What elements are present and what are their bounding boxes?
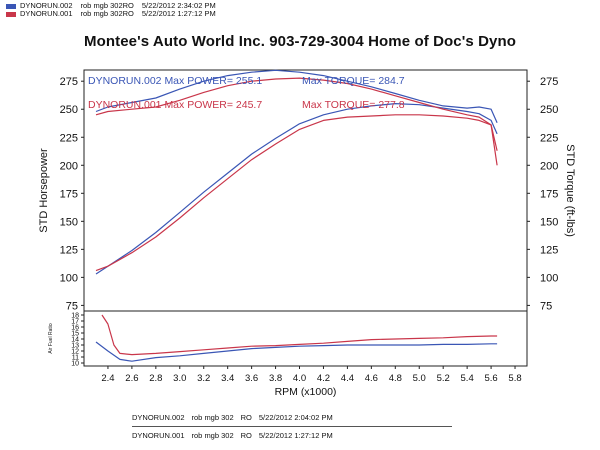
afr-y-tick-label: 13 [71, 343, 79, 350]
y-tick-label-right: 275 [540, 76, 558, 88]
x-tick-label: 4.0 [293, 373, 306, 384]
afr-y-tick-label: 15 [71, 331, 79, 338]
afr-y-tick-label: 12 [71, 349, 79, 356]
y-tick-label-right: 175 [540, 188, 558, 200]
x-tick-label: 5.6 [484, 373, 497, 384]
x-tick-label: 4.2 [317, 373, 330, 384]
y-axis-label-right: STD Torque (ft-lbs) [564, 144, 576, 237]
x-tick-label: 3.8 [269, 373, 282, 384]
summary-code: RO [240, 413, 252, 422]
afr-y-tick-label: 16 [71, 325, 79, 332]
legend-run-name: DYNORUN.002 [20, 1, 73, 10]
legend-run-name: DYNORUN.001 [20, 9, 73, 18]
summary-code: RO [240, 431, 252, 440]
y-tick-label-right: 250 [540, 104, 558, 116]
y-tick-label-right: 225 [540, 132, 558, 144]
chart-title: Montee's Auto World Inc. 903-729-3004 Ho… [84, 33, 516, 50]
legend-swatch [6, 11, 16, 17]
y-tick-label-right: 200 [540, 160, 558, 172]
legend-run-datetime: 5/22/2012 2:34:02 PM [141, 1, 216, 10]
x-tick-label: 4.6 [365, 373, 378, 384]
x-tick-label: 2.6 [125, 373, 138, 384]
summary-datetime: 5/22/2012 2:04:02 PM [258, 413, 333, 422]
legend-run-desc: rob mgb 302RO [80, 1, 134, 10]
summary-row-run-002: DYNORUN.002 rob mgb 302 RO 5/22/2012 2:0… [132, 409, 452, 427]
y-tick-label-left: 125 [60, 244, 78, 256]
x-tick-label: 2.8 [149, 373, 162, 384]
y-tick-label-left: 225 [60, 132, 78, 144]
y-tick-label-right: 125 [540, 244, 558, 256]
y-tick-label-left: 275 [60, 76, 78, 88]
x-tick-label: 5.4 [461, 373, 474, 384]
summary-datetime: 5/22/2012 1:27:12 PM [258, 431, 333, 440]
afr-y-tick-label: 14 [71, 337, 79, 344]
series-line-hp-dynorun-002 [95, 102, 498, 275]
series-line-afr-dynorun-001 [101, 314, 498, 356]
x-tick-label: 4.4 [341, 373, 354, 384]
y-tick-label-left: 250 [60, 104, 78, 116]
max-annotation: DYNORUN.001 Max POWER= 245.7 [88, 99, 262, 111]
y-tick-label-left: 150 [60, 216, 78, 228]
x-axis-label: RPM (x1000) [275, 386, 337, 398]
y-tick-label-left: 200 [60, 160, 78, 172]
afr-y-tick-label: 18 [71, 313, 79, 320]
x-tick-label: 3.4 [221, 373, 234, 384]
x-tick-label: 3.6 [245, 373, 258, 384]
legend-entry-run-001: DYNORUN.001 rob mgb 302RO 5/22/2012 1:27… [6, 10, 224, 18]
legend-run-desc: rob mgb 302RO [80, 9, 134, 18]
x-tick-label: 5.0 [413, 373, 426, 384]
legend-swatch [6, 3, 16, 9]
x-tick-label: 2.4 [101, 373, 114, 384]
x-tick-label: 5.8 [508, 373, 521, 384]
x-tick-label: 5.2 [437, 373, 450, 384]
y-tick-label-right: 75 [540, 300, 552, 312]
y-tick-label-left: 75 [66, 300, 78, 312]
afr-y-tick-label: 17 [71, 319, 79, 326]
legend-run-datetime: 5/22/2012 1:27:12 PM [141, 9, 216, 18]
summary-run-name: DYNORUN.002 [132, 413, 185, 422]
series-line-afr-dynorun-002 [95, 341, 498, 362]
y-tick-label-left: 175 [60, 188, 78, 200]
y-tick-label-right: 150 [540, 216, 558, 228]
afr-y-tick-label: 10 [71, 361, 79, 368]
summary-vehicle: rob mgb 302 [191, 431, 234, 440]
y-axis-label-left: STD Horsepower [38, 148, 50, 233]
y-tick-label-right: 100 [540, 272, 558, 284]
run-legend: DYNORUN.002 rob mgb 302RO 5/22/2012 2:34… [6, 2, 224, 18]
x-tick-label: 3.2 [197, 373, 210, 384]
max-annotation: Max TORQUE= 277.8 [302, 99, 405, 111]
afr-plot-frame [83, 310, 528, 367]
legend-entry-run-002: DYNORUN.002 rob mgb 302RO 5/22/2012 2:34… [6, 2, 224, 10]
x-tick-label: 3.0 [173, 373, 186, 384]
run-summary-table: DYNORUN.002 rob mgb 302 RO 5/22/2012 2:0… [132, 409, 452, 444]
max-annotation: Max TORQUE= 284.7 [302, 75, 405, 87]
summary-vehicle: rob mgb 302 [191, 413, 234, 422]
series-line-torque-dynorun-002 [95, 69, 498, 123]
summary-row-run-001: DYNORUN.001 rob mgb 302 RO 5/22/2012 1:2… [132, 427, 452, 444]
series-line-hp-dynorun-001 [95, 114, 498, 272]
y-tick-label-left: 100 [60, 272, 78, 284]
max-annotation: DYNORUN.002 Max POWER= 255.1 [88, 75, 262, 87]
series-line-torque-dynorun-001 [95, 77, 498, 166]
afr-axis-label: Air Fuel Ratio [48, 323, 54, 354]
summary-run-name: DYNORUN.001 [132, 431, 185, 440]
afr-y-tick-label: 11 [72, 355, 79, 362]
x-tick-label: 4.8 [389, 373, 402, 384]
